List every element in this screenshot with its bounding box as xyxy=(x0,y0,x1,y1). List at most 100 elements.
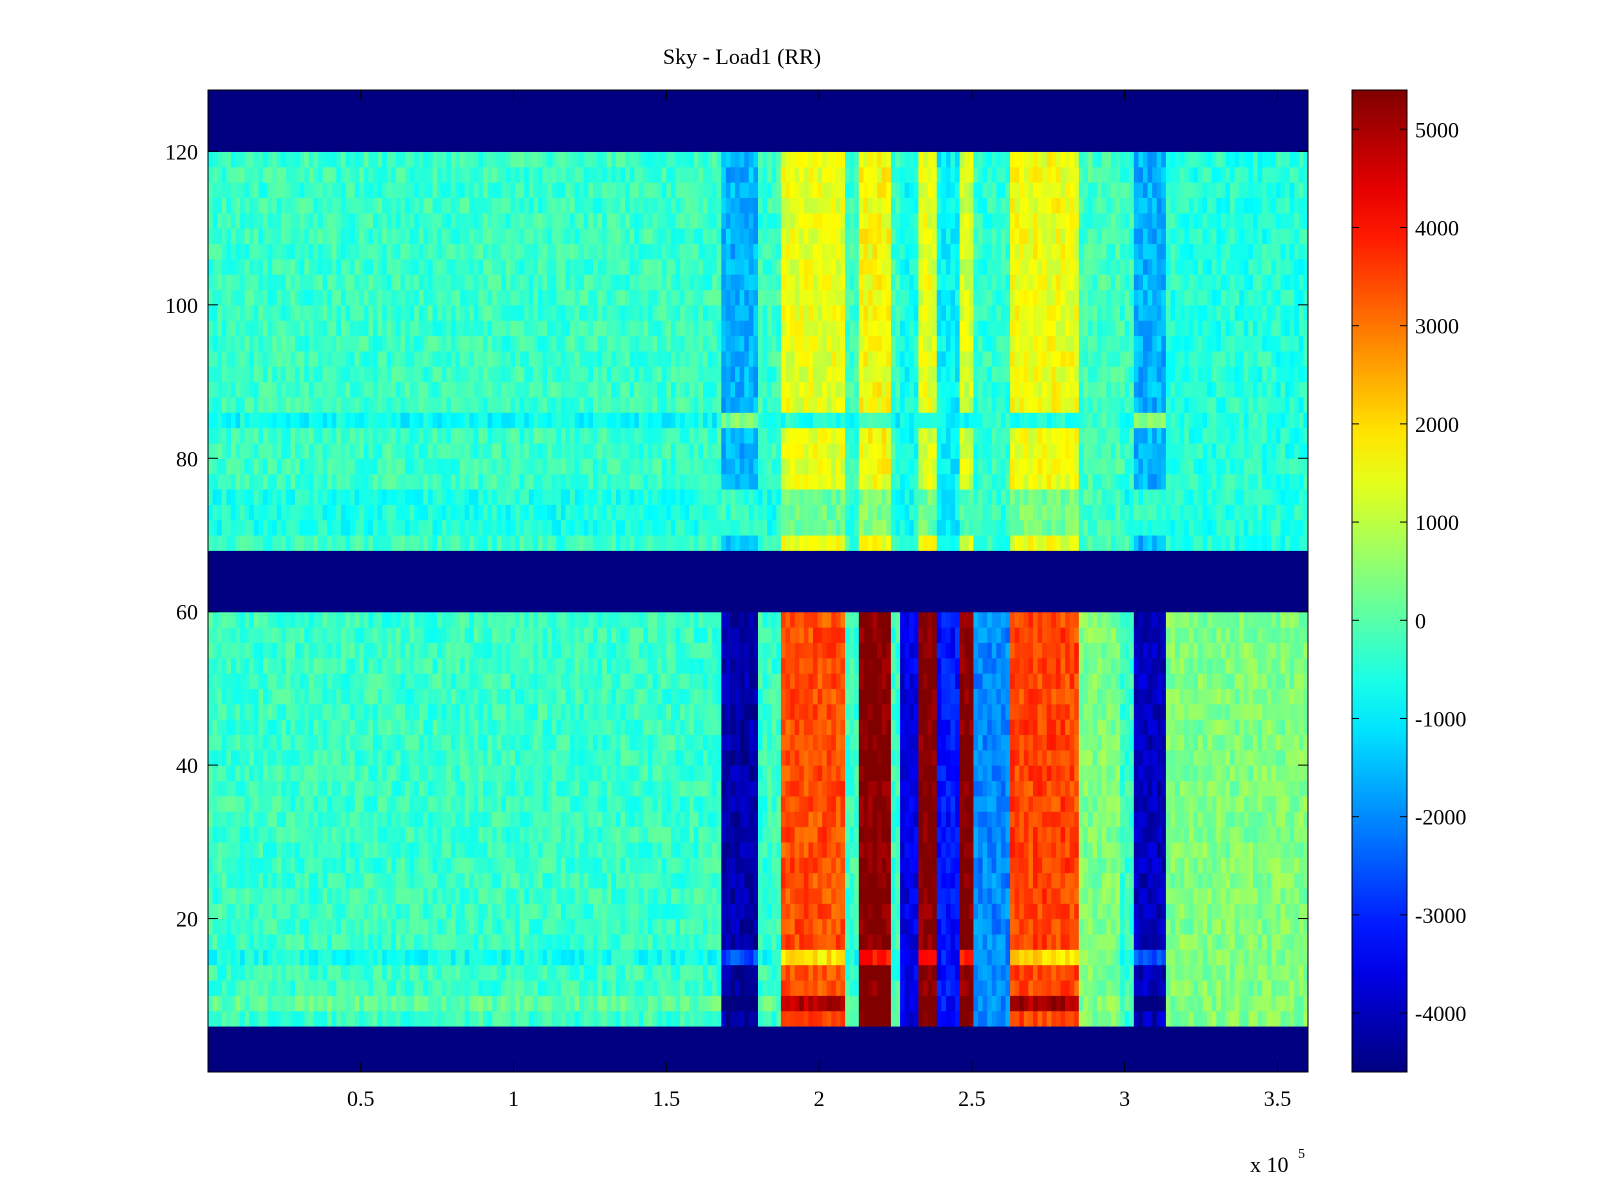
heatmap-cell xyxy=(556,887,562,904)
heatmap-cell xyxy=(533,734,539,751)
heatmap-cell xyxy=(510,719,516,736)
heatmap-cell xyxy=(354,243,360,260)
heatmap-cell xyxy=(299,964,305,981)
heatmap-cell xyxy=(418,703,425,720)
heatmap-cell xyxy=(483,381,489,398)
heatmap-cell xyxy=(208,151,214,168)
heatmap-cell xyxy=(423,857,429,874)
heatmap-cell xyxy=(272,642,278,659)
heatmap-cell xyxy=(423,473,429,490)
heatmap-cell xyxy=(538,396,544,413)
heatmap-cell xyxy=(386,565,392,582)
heatmap-cell xyxy=(560,274,567,291)
heatmap-cell xyxy=(391,657,397,674)
heatmap-cell xyxy=(492,964,498,981)
heatmap-cell xyxy=(258,857,264,874)
heatmap-cell xyxy=(414,903,420,920)
heatmap-cell xyxy=(382,657,388,674)
heatmap-cell xyxy=(299,427,305,444)
heatmap-cell xyxy=(258,826,264,843)
heatmap-cell xyxy=(377,534,383,551)
heatmap-cell xyxy=(496,350,502,367)
heatmap-cell xyxy=(244,642,250,659)
heatmap-cell xyxy=(409,396,415,413)
heatmap-cell xyxy=(510,565,516,582)
heatmap-cell xyxy=(322,903,328,920)
heatmap-cell xyxy=(345,182,351,198)
heatmap-cell xyxy=(501,412,507,429)
heatmap-cell xyxy=(501,688,507,705)
heatmap-cell xyxy=(528,719,535,736)
heatmap-cell xyxy=(515,105,521,122)
heatmap-cell xyxy=(501,473,507,490)
heatmap-cell xyxy=(524,627,530,643)
heatmap-cell xyxy=(437,258,443,275)
heatmap-cell xyxy=(308,719,315,736)
heatmap-cell xyxy=(267,857,273,874)
heatmap-cell xyxy=(253,458,260,475)
heatmap-cell xyxy=(519,887,525,904)
heatmap-cell xyxy=(253,933,260,950)
heatmap-cell xyxy=(281,550,287,567)
heatmap-cell xyxy=(418,872,425,889)
heatmap-cell xyxy=(391,289,397,306)
heatmap-cell xyxy=(240,688,246,705)
heatmap-cell xyxy=(281,688,287,705)
heatmap-cell xyxy=(263,979,269,996)
heatmap-cell xyxy=(350,274,356,291)
heatmap-cell xyxy=(496,673,502,689)
heatmap-cell xyxy=(515,258,521,275)
heatmap-cell xyxy=(359,243,365,260)
heatmap-cell xyxy=(483,918,489,935)
heatmap-cell xyxy=(359,473,365,490)
heatmap-cell xyxy=(331,780,337,797)
heatmap-cell xyxy=(272,795,278,812)
heatmap-cell xyxy=(276,749,282,766)
heatmap-cell xyxy=(253,1010,260,1027)
heatmap-cell xyxy=(478,458,484,475)
heatmap-cell xyxy=(492,105,498,122)
heatmap-cell xyxy=(386,396,392,413)
heatmap-cell xyxy=(460,565,466,582)
heatmap-cell xyxy=(441,442,447,459)
heatmap-cell xyxy=(377,1041,383,1058)
heatmap-cell xyxy=(230,243,237,260)
heatmap-cell xyxy=(510,381,516,398)
heatmap-cell xyxy=(505,734,512,751)
heatmap-cell xyxy=(478,596,484,613)
heatmap-cell xyxy=(547,795,553,812)
heatmap-cell xyxy=(221,274,227,291)
heatmap-cell xyxy=(354,427,360,444)
heatmap-cell xyxy=(519,258,525,275)
heatmap-cell xyxy=(478,473,484,490)
heatmap-cell xyxy=(464,918,470,935)
heatmap-cell xyxy=(414,918,420,935)
heatmap-cell xyxy=(551,488,557,505)
heatmap-cell xyxy=(515,995,521,1012)
heatmap-cell xyxy=(446,933,452,950)
heatmap-cell xyxy=(350,887,356,904)
heatmap-cell xyxy=(226,995,232,1012)
heatmap-cell xyxy=(359,396,365,413)
heatmap-cell xyxy=(221,857,227,874)
heatmap-cell xyxy=(423,795,429,812)
heatmap-cell xyxy=(263,274,269,291)
heatmap-cell xyxy=(299,412,305,429)
heatmap-cell xyxy=(244,366,250,383)
heatmap-cell xyxy=(217,949,223,966)
heatmap-cell xyxy=(400,780,406,797)
heatmap-cell xyxy=(308,1025,315,1042)
heatmap-cell xyxy=(469,795,475,812)
heatmap-cell xyxy=(377,243,383,260)
heatmap-cell xyxy=(446,182,452,198)
heatmap-cell xyxy=(533,627,539,643)
heatmap-cell xyxy=(441,304,447,321)
heatmap-cell xyxy=(423,289,429,306)
heatmap-cell xyxy=(299,918,305,935)
heatmap-cell xyxy=(336,427,342,444)
heatmap-cell xyxy=(313,1010,319,1027)
heatmap-cell xyxy=(240,427,246,444)
heatmap-cell xyxy=(340,933,347,950)
heatmap-cell xyxy=(382,933,388,950)
heatmap-cell xyxy=(221,212,227,229)
